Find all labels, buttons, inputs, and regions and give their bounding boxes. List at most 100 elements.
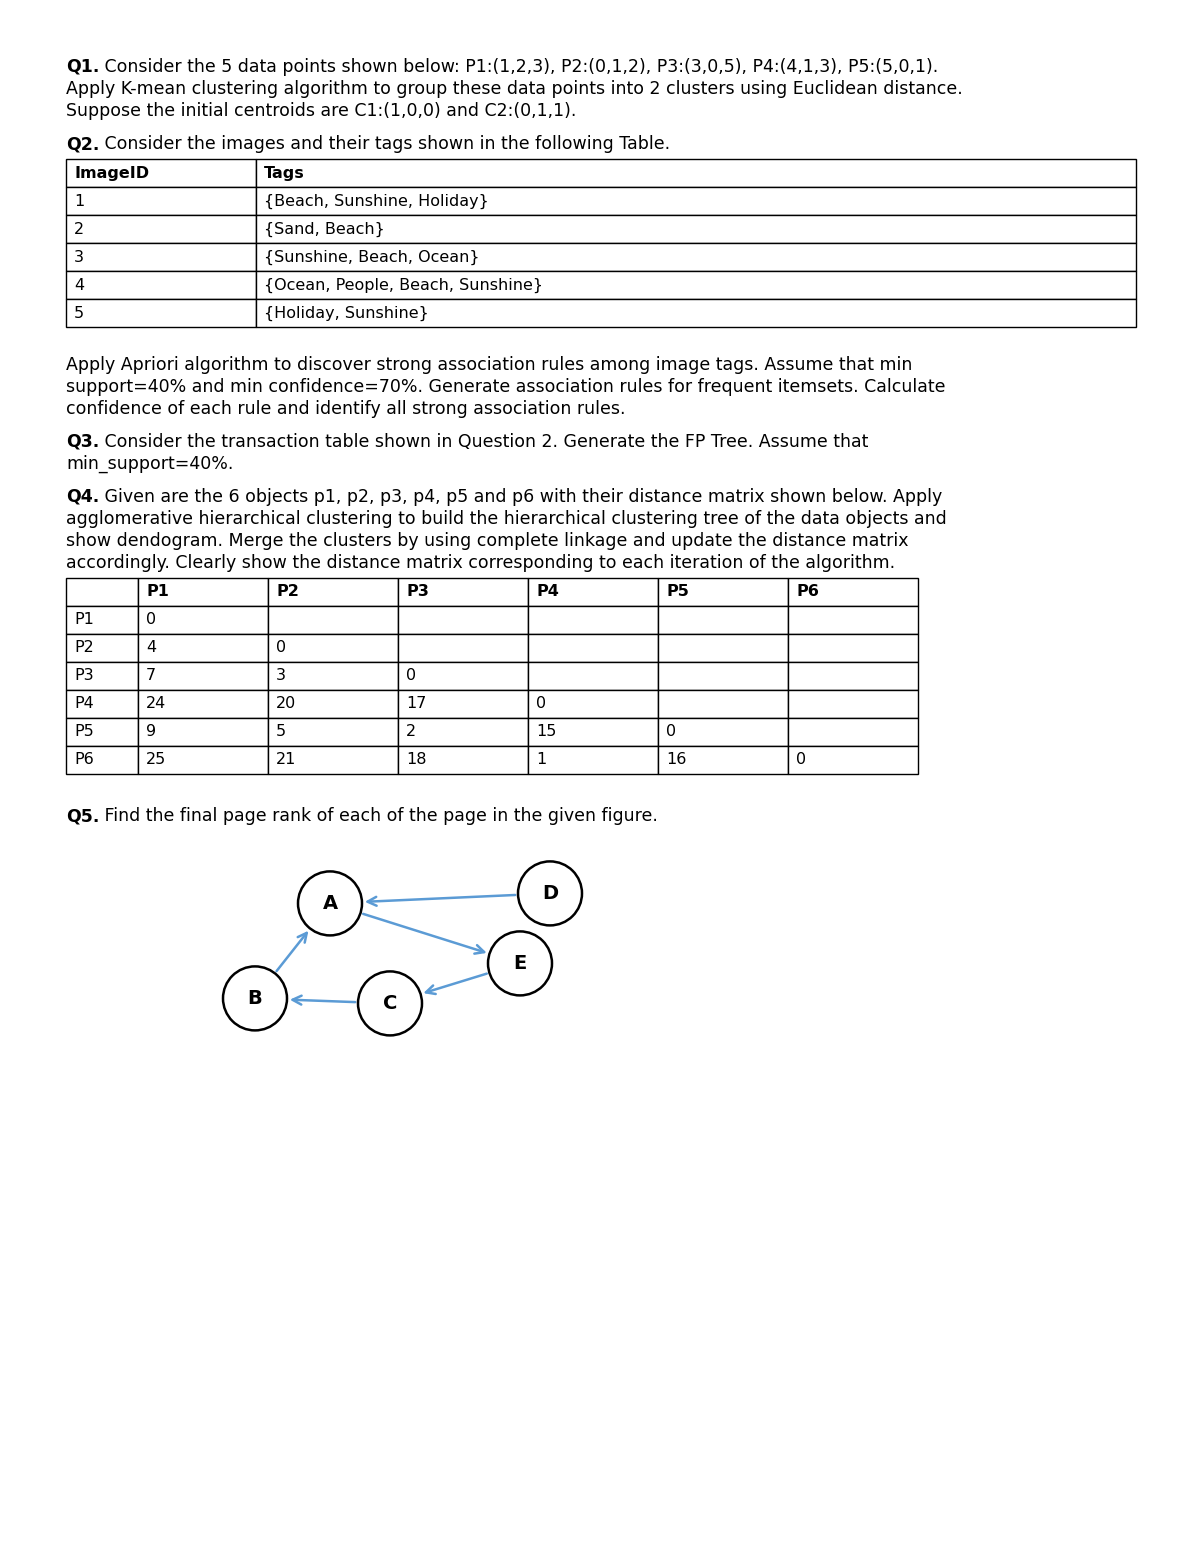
Text: agglomerative hierarchical clustering to build the hierarchical clustering tree : agglomerative hierarchical clustering to… [66, 509, 947, 528]
Bar [256, 188, 1136, 216]
Text: 0: 0 [406, 668, 416, 683]
Bar [66, 216, 256, 244]
Text: min_support=40%.: min_support=40%. [66, 455, 233, 474]
Bar [256, 244, 1136, 272]
Text: {Holiday, Sunshine}: {Holiday, Sunshine} [264, 306, 428, 321]
Bar [788, 634, 918, 662]
Bar [398, 606, 528, 634]
Bar [528, 690, 658, 717]
Bar [528, 634, 658, 662]
Bar [256, 300, 1136, 328]
Text: 3: 3 [276, 668, 286, 683]
Text: Q1.: Q1. [66, 57, 100, 76]
Bar [138, 745, 268, 773]
Bar [66, 244, 256, 272]
Text: show dendogram. Merge the clusters by using complete linkage and update the dist: show dendogram. Merge the clusters by us… [66, 531, 908, 550]
Text: 15: 15 [536, 725, 557, 739]
Text: 25: 25 [146, 753, 167, 767]
Bar [66, 745, 138, 773]
Bar [66, 662, 138, 690]
Bar [788, 690, 918, 717]
Text: ImageID: ImageID [74, 166, 149, 180]
Circle shape [358, 971, 422, 1036]
Text: A: A [323, 895, 337, 913]
Bar [66, 606, 138, 634]
Bar [268, 717, 398, 745]
Bar [66, 272, 256, 300]
Text: P3: P3 [406, 584, 428, 599]
Text: P1: P1 [146, 584, 169, 599]
Text: B: B [247, 989, 263, 1008]
Text: Q3.: Q3. [66, 433, 100, 450]
Text: 20: 20 [276, 696, 296, 711]
Bar [658, 578, 788, 606]
Bar [138, 717, 268, 745]
Text: Suppose the initial centroids are C1:(1,0,0) and C2:(0,1,1).: Suppose the initial centroids are C1:(1,… [66, 102, 576, 120]
Bar [138, 690, 268, 717]
Bar [528, 745, 658, 773]
Text: P3: P3 [74, 668, 94, 683]
Text: P6: P6 [74, 753, 94, 767]
Text: 5: 5 [74, 306, 84, 321]
Text: support=40% and min confidence=70%. Generate association rules for frequent item: support=40% and min confidence=70%. Gene… [66, 377, 946, 396]
Text: Consider the images and their tags shown in the following Table.: Consider the images and their tags shown… [100, 135, 671, 154]
Bar [66, 160, 256, 188]
Bar [268, 690, 398, 717]
Text: P4: P4 [536, 584, 559, 599]
Text: P6: P6 [796, 584, 818, 599]
Circle shape [223, 966, 287, 1030]
Bar [256, 160, 1136, 188]
Bar [528, 578, 658, 606]
Text: {Sunshine, Beach, Ocean}: {Sunshine, Beach, Ocean} [264, 250, 480, 266]
Text: P2: P2 [74, 640, 94, 655]
Text: 7: 7 [146, 668, 156, 683]
Text: 1: 1 [74, 194, 84, 208]
Text: Apply Apriori algorithm to discover strong association rules among image tags. A: Apply Apriori algorithm to discover stro… [66, 356, 912, 374]
Bar [398, 578, 528, 606]
Text: accordingly. Clearly show the distance matrix corresponding to each iteration of: accordingly. Clearly show the distance m… [66, 554, 895, 572]
Text: C: C [383, 994, 397, 1013]
Text: 0: 0 [146, 612, 156, 627]
Bar [398, 717, 528, 745]
Bar [398, 745, 528, 773]
Bar [658, 634, 788, 662]
Text: Q4.: Q4. [66, 488, 100, 506]
Text: confidence of each rule and identify all strong association rules.: confidence of each rule and identify all… [66, 399, 625, 418]
Text: 3: 3 [74, 250, 84, 264]
Text: 24: 24 [146, 696, 167, 711]
Text: 0: 0 [536, 696, 546, 711]
Text: 2: 2 [406, 725, 416, 739]
Bar [66, 300, 256, 328]
Text: 0: 0 [796, 753, 806, 767]
Bar [658, 745, 788, 773]
Text: Find the final page rank of each of the page in the given figure.: Find the final page rank of each of the … [100, 808, 659, 825]
Bar [66, 690, 138, 717]
Text: 17: 17 [406, 696, 426, 711]
Text: 1: 1 [536, 753, 546, 767]
Bar [256, 216, 1136, 244]
Text: 0: 0 [666, 725, 676, 739]
Bar [66, 578, 138, 606]
Bar [268, 606, 398, 634]
Bar [658, 662, 788, 690]
Text: 9: 9 [146, 725, 156, 739]
Text: {Ocean, People, Beach, Sunshine}: {Ocean, People, Beach, Sunshine} [264, 278, 542, 294]
Bar [138, 578, 268, 606]
Bar [256, 272, 1136, 300]
Bar [528, 717, 658, 745]
Circle shape [298, 871, 362, 935]
Bar [268, 662, 398, 690]
Text: 5: 5 [276, 725, 286, 739]
Bar [268, 745, 398, 773]
Bar [788, 717, 918, 745]
Text: Tags: Tags [264, 166, 305, 180]
Text: {Sand, Beach}: {Sand, Beach} [264, 222, 385, 236]
Bar [398, 662, 528, 690]
Bar [788, 578, 918, 606]
Text: 21: 21 [276, 753, 296, 767]
Bar [138, 606, 268, 634]
Text: P5: P5 [74, 725, 94, 739]
Text: 0: 0 [276, 640, 286, 655]
Text: D: D [542, 884, 558, 902]
Text: P5: P5 [666, 584, 689, 599]
